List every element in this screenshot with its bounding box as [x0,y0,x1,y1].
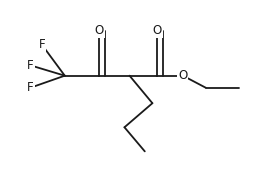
Text: O: O [153,24,162,37]
Text: F: F [39,38,45,51]
Text: F: F [27,59,34,72]
Text: O: O [94,24,104,37]
Text: F: F [27,81,34,94]
Text: O: O [178,69,187,82]
